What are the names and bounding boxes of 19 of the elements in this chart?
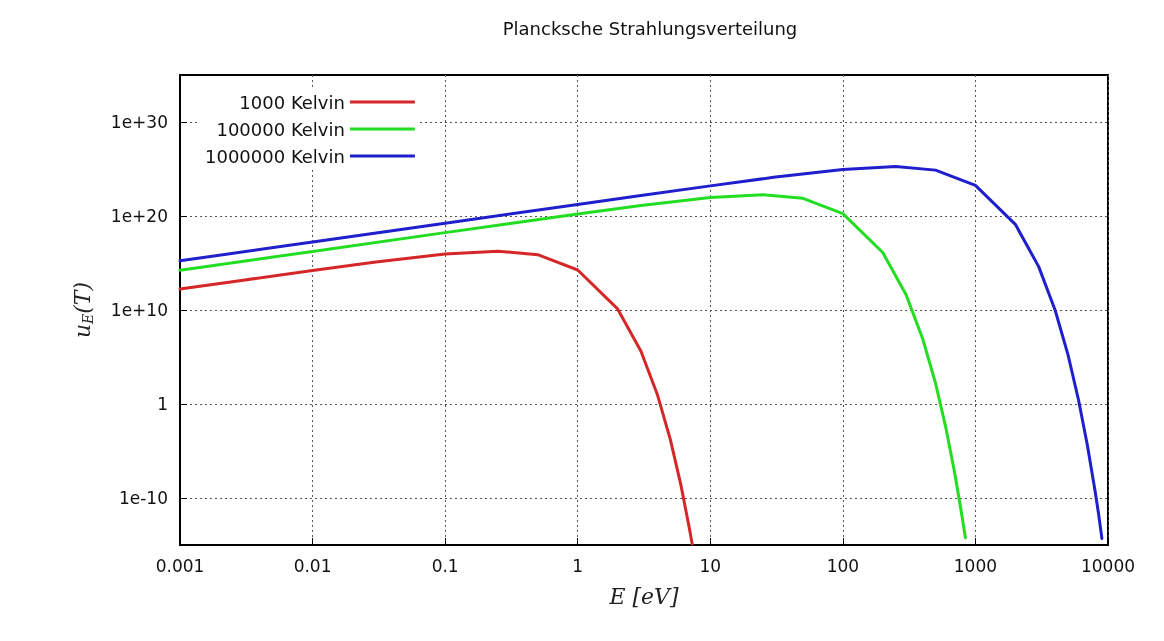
x-tick-label: 0.01	[293, 555, 332, 576]
x-tick-label: 100	[826, 555, 860, 576]
x-tick-label: 0.1	[431, 555, 459, 576]
y-tick-label: 1e-10	[118, 488, 168, 508]
chart-title: Plancksche Strahlungsverteilung	[502, 17, 798, 39]
y-tick-label: 1e+20	[110, 206, 168, 226]
x-tick-label: 10000	[1080, 555, 1136, 576]
y-tick-label: 1e+10	[110, 300, 168, 320]
x-axis-title: E [eV]	[608, 583, 679, 609]
x-tick-label: 1000	[953, 555, 998, 576]
x-tick-label: 1	[572, 555, 584, 576]
legend-label: 1000000 Kelvin	[204, 145, 345, 167]
y-tick-label: 1	[157, 394, 168, 414]
y-axis-title: uE(T)	[69, 281, 96, 339]
y-tick-label: 1e+30	[110, 112, 168, 132]
x-tick-label: 0.001	[155, 555, 205, 576]
legend-label: 100000 Kelvin	[216, 118, 345, 140]
legend-label: 1000 Kelvin	[239, 91, 345, 113]
x-tick-label: 10	[699, 555, 722, 576]
